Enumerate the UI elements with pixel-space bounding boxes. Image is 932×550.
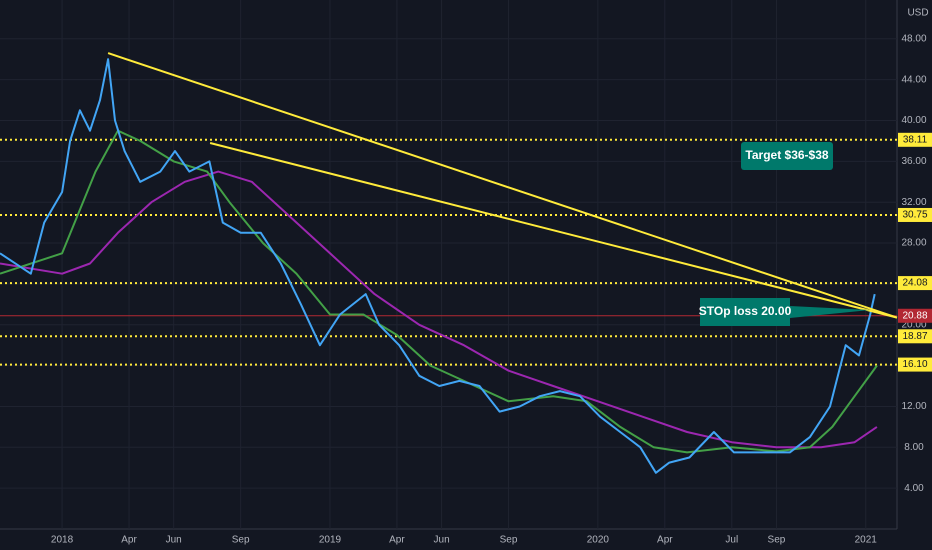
x-tick-label: Apr (657, 535, 673, 546)
x-tick-label: Apr (121, 535, 137, 546)
y-tick-label: 36.00 (901, 156, 926, 167)
annotation-text: Target $36-$38 (745, 148, 828, 162)
x-tick-label: 2018 (51, 535, 74, 546)
level-label: 38.11 (903, 134, 928, 145)
y-tick-label: 32.00 (901, 197, 926, 208)
y-tick-label: 44.00 (901, 74, 926, 85)
level-badge (898, 207, 932, 222)
level-badge (898, 276, 932, 291)
y-tick-label: 4.00 (904, 483, 924, 494)
level-label: 24.08 (902, 278, 927, 289)
currency-label: USD (907, 8, 928, 19)
level-badge (898, 357, 932, 372)
annotation-box (700, 298, 870, 326)
x-tick-label: Apr (389, 535, 405, 546)
x-tick-label: Jun (166, 535, 182, 546)
stop-annotation: STOp loss 20.00 (699, 298, 870, 326)
level-label: 18.87 (902, 331, 927, 342)
y-tick-label: 48.00 (901, 33, 926, 44)
price-line (0, 170, 878, 449)
price-badge (898, 308, 932, 323)
trend-line (209, 142, 898, 319)
price-line (0, 58, 876, 474)
x-tick-label: Jul (725, 535, 738, 546)
y-tick-label: 40.00 (901, 115, 926, 126)
x-tick-label: 2020 (587, 535, 610, 546)
y-tick-label: 12.00 (901, 401, 926, 412)
level-badge (898, 132, 932, 147)
y-tick-label: 8.00 (904, 442, 924, 453)
x-tick-label: Sep (232, 535, 250, 546)
annotation-text: STOp loss 20.00 (699, 304, 792, 318)
y-tick-label: 28.00 (901, 238, 926, 249)
level-label: 30.75 (902, 210, 927, 221)
x-tick-label: 2021 (855, 535, 878, 546)
x-tick-label: 2019 (319, 535, 342, 546)
target-annotation: Target $36-$38 (741, 142, 833, 170)
level-label: 16.10 (902, 359, 927, 370)
annotation-box (741, 142, 833, 170)
x-tick-label: Sep (768, 535, 786, 546)
x-tick-label: Sep (500, 535, 518, 546)
price-line (0, 129, 878, 454)
level-badge (898, 329, 932, 344)
x-tick-label: Jun (434, 535, 450, 546)
y-tick-label: 20.00 (901, 319, 926, 330)
price-label: 20.88 (902, 310, 927, 321)
trend-line (107, 52, 898, 319)
